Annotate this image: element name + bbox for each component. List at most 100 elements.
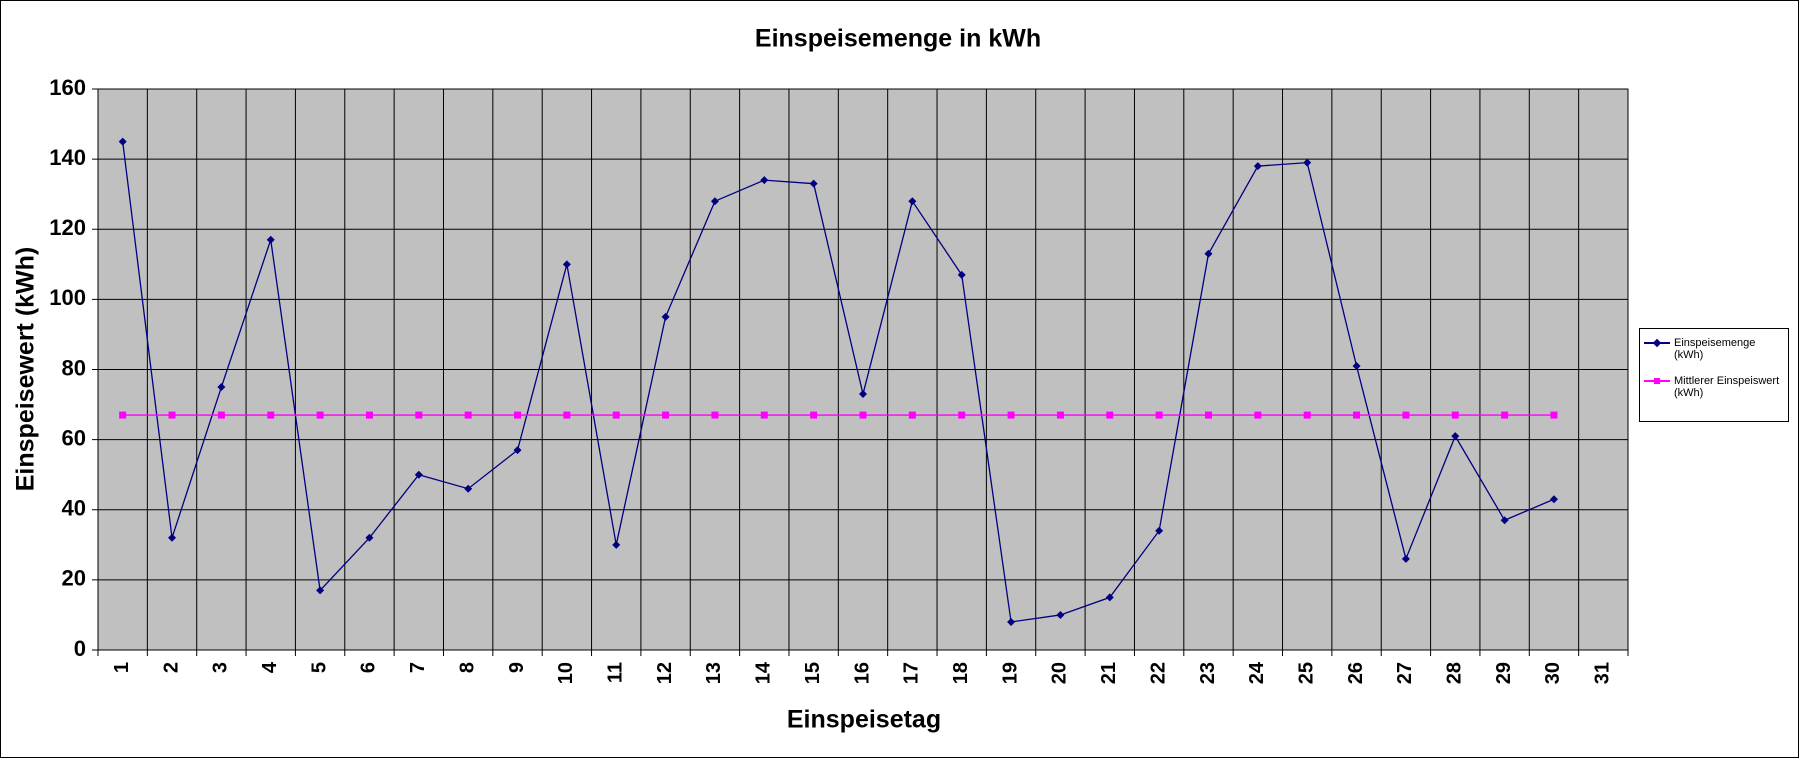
data-point <box>513 446 522 455</box>
data-point <box>1105 593 1114 602</box>
data-point <box>661 312 670 321</box>
x-tick-label: 9 <box>506 662 528 673</box>
data-point <box>1056 610 1065 619</box>
data-point <box>316 586 325 595</box>
data-point <box>464 411 472 419</box>
data-point <box>1106 411 1114 419</box>
data-point <box>1500 516 1509 525</box>
legend-label: Mittlerer Einspeiswert (kWh) <box>1674 375 1780 399</box>
y-tick-label: 100 <box>49 285 86 310</box>
data-point <box>563 411 571 419</box>
x-tick-label: 7 <box>407 662 429 673</box>
x-tick-label: 18 <box>950 662 972 684</box>
x-tick-label: 20 <box>1049 662 1071 684</box>
y-tick-label: 60 <box>62 425 86 450</box>
data-point <box>908 197 917 206</box>
data-point <box>464 484 473 493</box>
x-tick-label: 19 <box>999 662 1021 684</box>
data-point <box>1007 617 1016 626</box>
legend-label: Einspeisemenge (kWh) <box>1674 337 1756 361</box>
data-point <box>1402 411 1410 419</box>
x-tick-label: 12 <box>654 662 676 684</box>
x-tick-label: 15 <box>802 662 824 684</box>
y-tick-label: 20 <box>62 566 86 591</box>
data-point <box>809 179 818 188</box>
y-axis-title: Einspeisewert (kWh) <box>12 247 40 492</box>
chart-title: Einspeisemenge in kWh <box>755 25 1041 53</box>
data-point <box>760 411 768 419</box>
data-point <box>1549 495 1558 504</box>
data-point <box>859 390 867 399</box>
data-point <box>1303 411 1311 419</box>
data-point <box>1155 526 1164 535</box>
data-point <box>266 235 275 244</box>
data-point <box>908 411 916 419</box>
y-tick-label: 140 <box>49 145 86 170</box>
x-tick-label: 27 <box>1394 662 1416 684</box>
x-tick-label: 29 <box>1493 662 1515 684</box>
x-tick-label: 25 <box>1295 662 1317 684</box>
x-tick-label: 21 <box>1098 662 1120 684</box>
data-point <box>217 383 226 392</box>
x-axis-title: Einspeisetag <box>787 706 941 734</box>
data-point <box>612 540 621 549</box>
data-point <box>267 411 275 419</box>
legend-swatch <box>1644 337 1670 349</box>
y-tick-label: 120 <box>49 215 86 240</box>
x-tick-label: 14 <box>753 661 775 684</box>
x-tick-label: 30 <box>1542 662 1564 684</box>
data-point <box>119 411 127 419</box>
data-point <box>1353 411 1361 419</box>
x-tick-label: 1 <box>111 662 133 673</box>
data-point <box>1253 162 1262 171</box>
data-point <box>810 411 818 419</box>
x-tick-label: 24 <box>1246 661 1268 684</box>
data-point <box>958 411 966 419</box>
data-point <box>1451 411 1459 419</box>
x-tick-label: 2 <box>160 662 182 673</box>
data-point <box>760 176 769 185</box>
data-point <box>1401 554 1410 563</box>
data-point <box>957 270 966 279</box>
legend: Einspeisemenge (kWh) Mittlerer Einspeiswe… <box>1639 328 1789 422</box>
y-tick-label: 80 <box>62 355 86 380</box>
legend-item: Einspeisemenge (kWh) <box>1644 337 1784 361</box>
x-tick-label: 13 <box>703 662 725 684</box>
data-point <box>1501 411 1509 419</box>
data-point <box>562 260 571 269</box>
data-point <box>316 411 324 419</box>
data-point <box>1056 411 1064 419</box>
data-point <box>415 411 423 419</box>
legend-item: Mittlerer Einspeiswert (kWh) <box>1644 375 1784 399</box>
x-tick-label: 28 <box>1444 662 1466 684</box>
x-tick-label: 17 <box>901 662 923 684</box>
data-point <box>365 411 373 419</box>
data-point <box>168 533 177 542</box>
data-point <box>1204 249 1213 258</box>
x-tick-label: 3 <box>210 662 232 673</box>
data-point <box>859 411 867 419</box>
x-tick-label: 22 <box>1147 662 1169 684</box>
x-tick-label: 23 <box>1197 662 1219 684</box>
data-point <box>710 197 719 206</box>
data-point <box>414 470 423 479</box>
data-point <box>365 533 374 542</box>
y-tick-label: 0 <box>74 636 86 661</box>
x-tick-label: 10 <box>555 662 577 684</box>
data-point <box>612 411 620 419</box>
data-point <box>168 411 176 419</box>
data-point <box>1303 158 1312 167</box>
x-tick-label: 26 <box>1345 662 1367 684</box>
data-point <box>1254 411 1262 419</box>
x-tick-label: 5 <box>308 662 330 673</box>
x-tick-label: 31 <box>1592 662 1614 684</box>
y-tick-label: 40 <box>62 496 86 521</box>
x-tick-label: 4 <box>259 661 281 673</box>
x-tick-label: 8 <box>456 662 478 673</box>
series-line <box>122 141 1555 623</box>
data-point <box>1451 432 1460 441</box>
x-tick-label: 16 <box>851 662 873 684</box>
x-tick-label: 11 <box>605 662 627 683</box>
